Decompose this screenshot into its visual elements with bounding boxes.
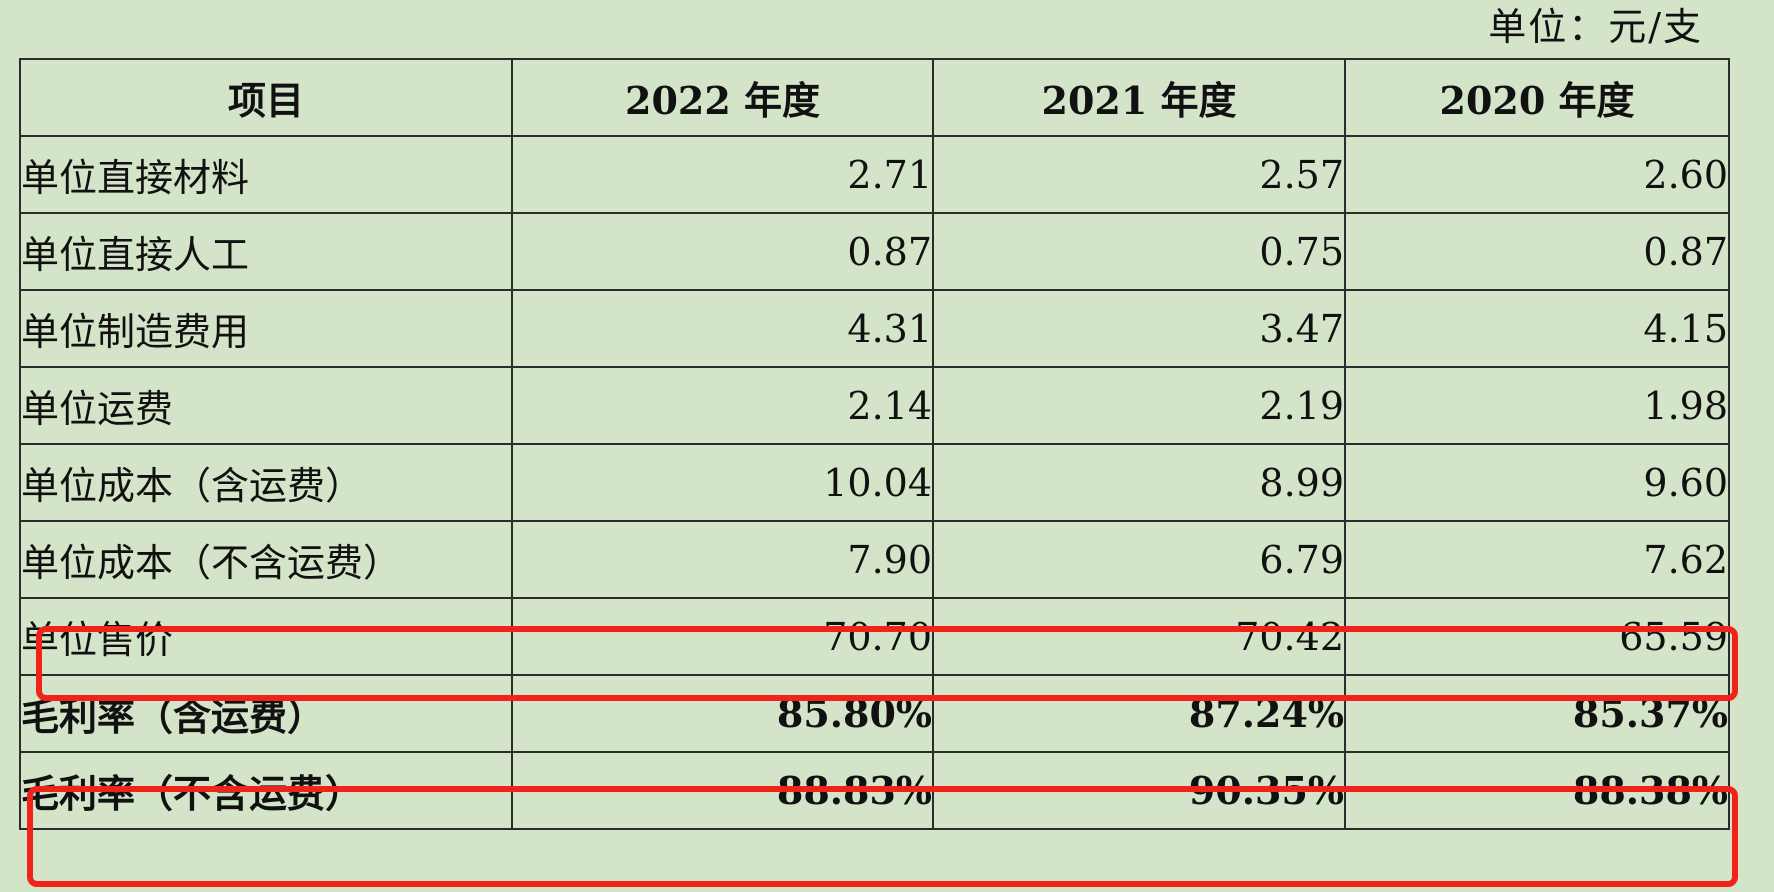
row-label: 单位成本（含运费） [19, 443, 513, 522]
table-row: 单位成本（含运费） 10.04 8.99 9.60 [19, 443, 1730, 522]
row-label: 单位直接人工 [19, 212, 513, 291]
header-2022: 2022 年度 [511, 58, 934, 137]
unit-label: 单位：元/支 [1488, 5, 1703, 49]
row-label: 单位运费 [19, 366, 513, 445]
cell-2020: 9.60 [1344, 443, 1730, 522]
cell-2021: 0.75 [932, 212, 1346, 291]
row-label: 毛利率（不含运费） [19, 751, 513, 830]
cell-2021: 6.79 [932, 520, 1346, 599]
cell-2021: 8.99 [932, 443, 1346, 522]
cell-2021: 2.19 [932, 366, 1346, 445]
cell-2022: 2.71 [511, 135, 934, 214]
cell-2020: 2.60 [1344, 135, 1730, 214]
cell-2021: 3.47 [932, 289, 1346, 368]
cell-2022: 88.83% [511, 751, 934, 830]
cell-2020: 7.62 [1344, 520, 1730, 599]
row-label: 毛利率（含运费） [19, 674, 513, 753]
row-label: 单位成本（不含运费） [19, 520, 513, 599]
table-row: 单位运费 2.14 2.19 1.98 [19, 366, 1730, 445]
cell-2022: 7.90 [511, 520, 934, 599]
table-row-unit-price: 单位售价 70.70 70.42 65.59 [19, 597, 1730, 676]
cell-2022: 85.80% [511, 674, 934, 753]
row-label: 单位制造费用 [19, 289, 513, 368]
cell-2022: 0.87 [511, 212, 934, 291]
cell-2020: 1.98 [1344, 366, 1730, 445]
table-row: 单位直接人工 0.87 0.75 0.87 [19, 212, 1730, 291]
header-2021: 2021 年度 [932, 58, 1346, 137]
table-row-gross-margin-excl-freight: 毛利率（不含运费） 88.83% 90.35% 88.38% [19, 751, 1730, 830]
header-2020: 2020 年度 [1344, 58, 1730, 137]
cell-2021: 90.35% [932, 751, 1346, 830]
cell-2021: 87.24% [932, 674, 1346, 753]
table-row-gross-margin: 毛利率（含运费） 85.80% 87.24% 85.37% [19, 674, 1730, 753]
table-row: 单位成本（不含运费） 7.90 6.79 7.62 [19, 520, 1730, 599]
cell-2020: 65.59 [1344, 597, 1730, 676]
cell-2020: 85.37% [1344, 674, 1730, 753]
row-label: 单位直接材料 [19, 135, 513, 214]
cell-2022: 4.31 [511, 289, 934, 368]
cell-2021: 70.42 [932, 597, 1346, 676]
table-row: 单位直接材料 2.71 2.57 2.60 [19, 135, 1730, 214]
cell-2022: 70.70 [511, 597, 934, 676]
row-label: 单位售价 [19, 597, 513, 676]
cell-2020: 0.87 [1344, 212, 1730, 291]
cell-2020: 4.15 [1344, 289, 1730, 368]
cell-2022: 2.14 [511, 366, 934, 445]
header-row: 项目 2022 年度 2021 年度 2020 年度 [19, 58, 1730, 137]
cell-2020: 88.38% [1344, 751, 1730, 830]
cost-table: 项目 2022 年度 2021 年度 2020 年度 单位直接材料 2.71 2… [19, 58, 1730, 830]
cell-2022: 10.04 [511, 443, 934, 522]
table-row: 单位制造费用 4.31 3.47 4.15 [19, 289, 1730, 368]
header-item: 项目 [19, 58, 513, 137]
cell-2021: 2.57 [932, 135, 1346, 214]
